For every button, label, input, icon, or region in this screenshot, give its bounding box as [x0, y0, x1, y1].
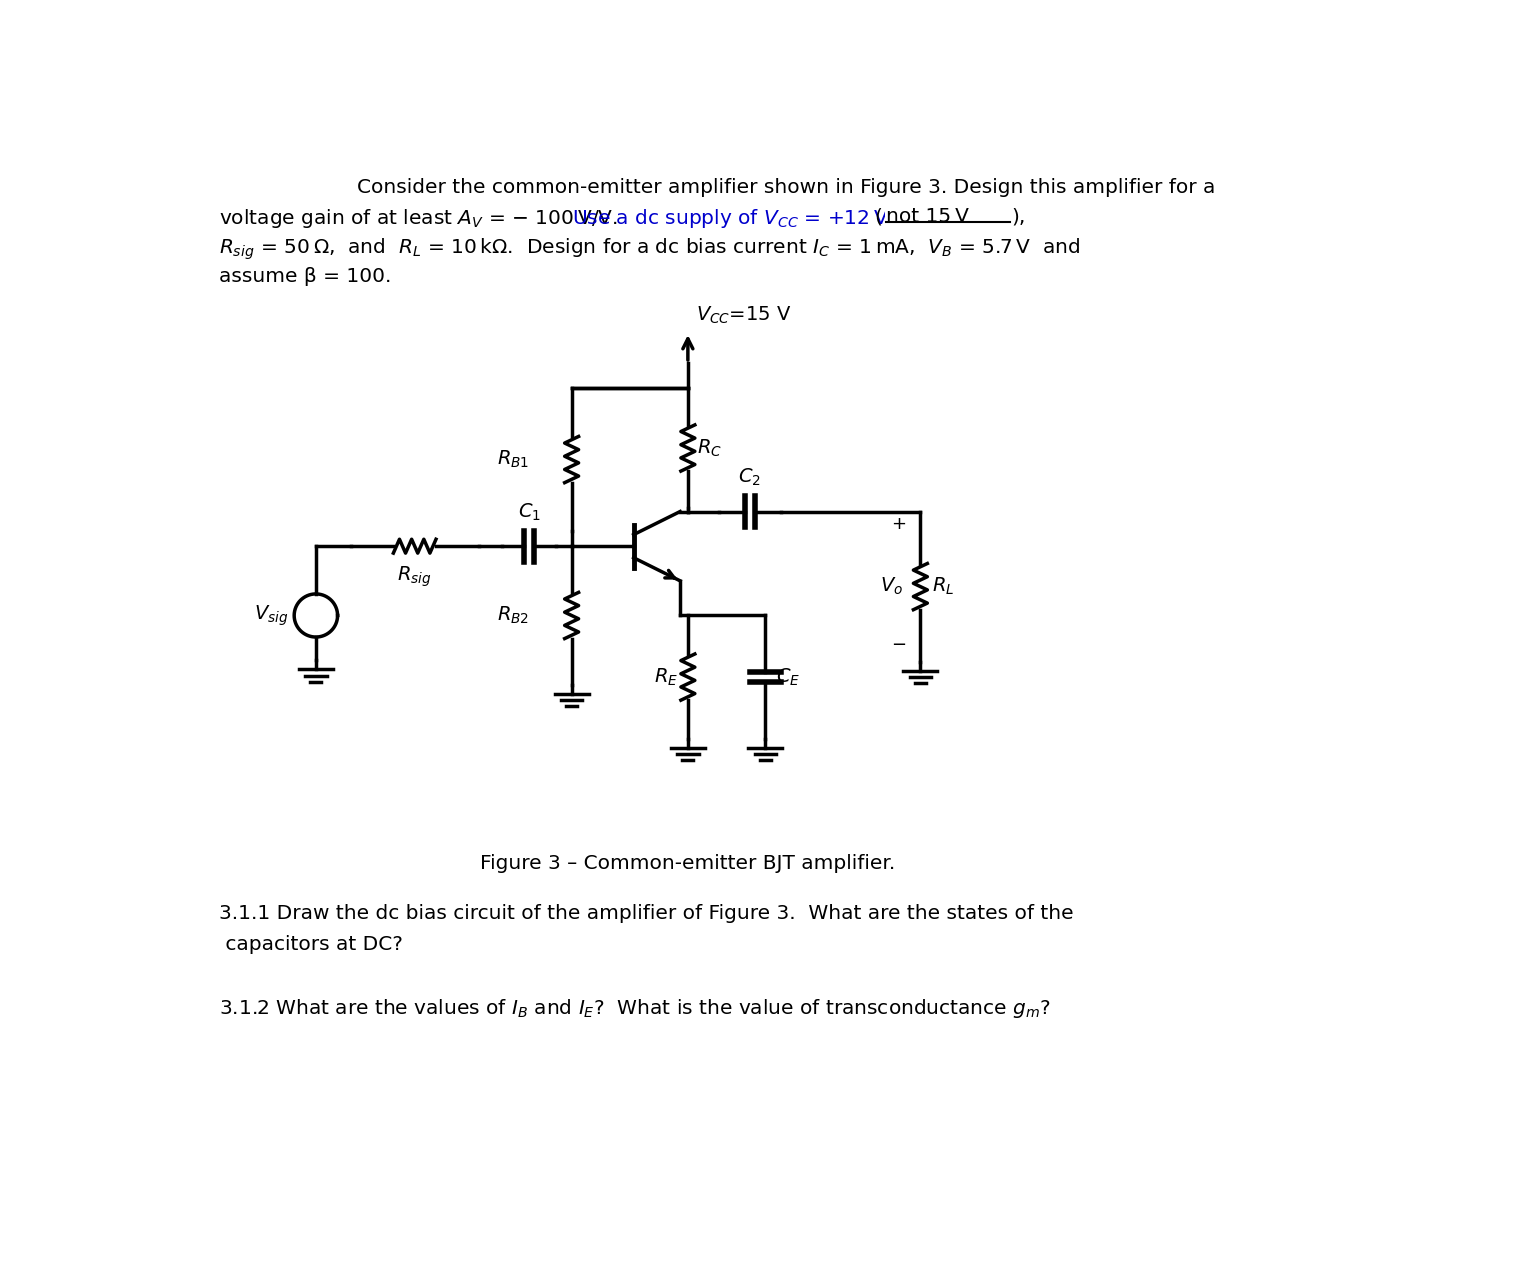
Text: $R_C$: $R_C$ — [697, 437, 721, 459]
Text: $R_{sig}$: $R_{sig}$ — [398, 564, 431, 590]
Text: Figure 3 – Common-emitter BJT amplifier.: Figure 3 – Common-emitter BJT amplifier. — [480, 854, 895, 874]
Text: not 15 V: not 15 V — [886, 207, 969, 226]
Text: Consider the common-emitter amplifier shown in Figure 3. Design this amplifier f: Consider the common-emitter amplifier sh… — [358, 178, 1216, 197]
Text: 3.1.2 What are the values of $I_B$ and $I_E$?  What is the value of transconduct: 3.1.2 What are the values of $I_B$ and $… — [220, 996, 1051, 1019]
Text: $R_{sig}$ = 50 Ω,  and  $R_L$ = 10 kΩ.  Design for a dc bias current $I_C$ = 1 m: $R_{sig}$ = 50 Ω, and $R_L$ = 10 kΩ. Des… — [220, 237, 1081, 262]
Text: assume β = 100.: assume β = 100. — [220, 267, 391, 286]
Text: −: − — [892, 636, 907, 654]
Text: $R_{B2}$: $R_{B2}$ — [497, 605, 530, 627]
Text: $V_{sig}$: $V_{sig}$ — [253, 604, 289, 628]
Text: $V_{CC}$=15 V: $V_{CC}$=15 V — [695, 304, 791, 326]
Text: $V_o$: $V_o$ — [880, 576, 903, 597]
Text: $C_E$: $C_E$ — [777, 666, 800, 688]
Text: capacitors at DC?: capacitors at DC? — [220, 935, 402, 954]
Text: +: + — [892, 515, 907, 533]
Text: $R_L$: $R_L$ — [932, 576, 955, 597]
Text: ),: ), — [1012, 207, 1027, 226]
Text: $C_2$: $C_2$ — [738, 467, 761, 489]
Text: Use a dc supply of $V_{CC}$ = +12 V: Use a dc supply of $V_{CC}$ = +12 V — [571, 207, 889, 230]
Text: $C_1$: $C_1$ — [517, 501, 540, 523]
Text: voltage gain of at least $A_V$ = − 100 V/V.: voltage gain of at least $A_V$ = − 100 V… — [220, 207, 620, 230]
Text: 3.1.1 Draw the dc bias circuit of the amplifier of Figure 3.  What are the state: 3.1.1 Draw the dc bias circuit of the am… — [220, 904, 1073, 923]
Text: (: ( — [873, 207, 881, 226]
Text: $R_{B1}$: $R_{B1}$ — [497, 449, 530, 471]
Text: $R_E$: $R_E$ — [654, 666, 678, 688]
